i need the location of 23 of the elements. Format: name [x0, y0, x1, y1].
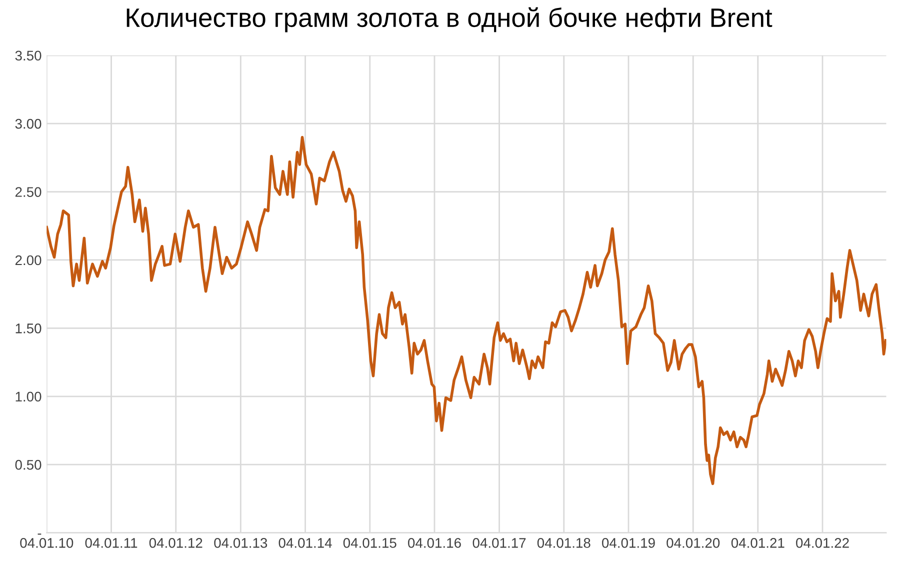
x-tick-label: 04.01.21	[731, 538, 784, 548]
x-tick-label: 04.01.15	[343, 538, 396, 548]
x-tick-label: 04.01.14	[278, 538, 332, 548]
y-tick-label: 3.50	[15, 50, 42, 61]
y-tick-label: 2.50	[15, 187, 42, 197]
x-tick-label: 04.01.22	[796, 538, 849, 548]
y-tick-label: 0.50	[15, 460, 42, 470]
y-tick-label: 2.00	[15, 255, 42, 266]
chart-title: Количество грамм золота в одной бочке нефти Brent	[126, 7, 772, 32]
x-tick-label: 04.01.12	[149, 538, 202, 548]
x-tick-label: 04.01.19	[602, 538, 655, 548]
x-tick-label: 04.01.18	[537, 538, 590, 548]
line-series	[46, 136, 886, 486]
x-tick-label: 04.01.13	[214, 538, 268, 548]
y-tick-label: 1.00	[16, 392, 42, 402]
y-tick-label: 3.00	[15, 118, 42, 129]
y-tick-label: 1.50	[16, 324, 42, 334]
x-tick-label: 04.01.16	[408, 538, 461, 548]
x-tick-label: 04.01.11	[85, 538, 138, 548]
x-tick-label: 04.01.20	[666, 538, 720, 548]
y-tick-label: -	[38, 534, 42, 535]
x-tick-label: 04.01.10	[20, 538, 74, 548]
x-tick-label: 04.01.17	[472, 538, 526, 548]
